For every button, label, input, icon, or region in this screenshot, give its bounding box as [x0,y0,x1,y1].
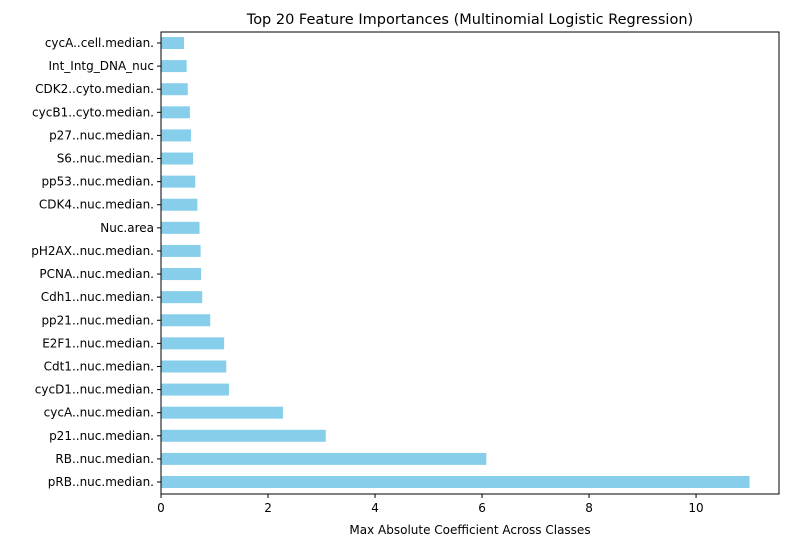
y-tick-label: cycA..nuc.median. [44,406,154,420]
y-tick-label: Int_Intg_DNA_nuc [48,59,154,73]
y-tick-label: Nuc.area [100,221,154,235]
y-tick-label: PCNA..nuc.median. [39,267,154,281]
y-tick-label: S6..nuc.median. [57,152,154,166]
x-tick-label: 8 [585,501,593,515]
x-axis-title: Max Absolute Coefficient Across Classes [349,523,590,537]
bar-pRB..nuc.median. [161,476,750,488]
bar-S6..nuc.median. [161,152,194,165]
bar-p27..nuc.median. [161,129,191,142]
y-tick-label: CDK4..nuc.median. [39,198,154,212]
chart-title: Top 20 Feature Importances (Multinomial … [246,12,693,28]
y-tick-label: cycA..cell.median. [45,36,154,50]
y-tick-label: pH2AX..nuc.median. [31,244,154,258]
x-axis-ticks: 0 2 4 6 8 10 [157,494,704,515]
y-tick-label: p27..nuc.median. [49,128,154,142]
x-tick-label: 4 [371,501,379,515]
bars-layer [161,37,750,488]
x-tick-label: 10 [688,501,703,515]
bar-pH2AX..nuc.median. [161,244,201,257]
bar-Cdt1..nuc.median. [161,360,227,373]
bar-CDK2..cyto.median. [161,83,188,96]
bar-p21..nuc.median. [161,429,326,442]
y-axis-ticks: cycA..cell.median. Int_Intg_DNA_nuc CDK2..… [31,36,161,489]
y-tick-label: CDK2..cyto.median. [35,82,154,96]
y-tick-label: cycB1..cyto.median. [32,105,154,119]
x-tick-label: 2 [264,501,272,515]
bar-pp21..nuc.median. [161,314,211,327]
bar-pp53..nuc.median. [161,175,196,188]
y-tick-label: cycD1..nuc.median. [35,383,154,397]
x-tick-label: 6 [478,501,486,515]
bar-RB..nuc.median. [161,452,487,465]
bar-cycD1..nuc.median. [161,383,229,396]
y-tick-label: E2F1..nuc.median. [42,336,154,350]
bar-E2F1..nuc.median. [161,337,225,350]
bar-cycA..cell.median. [161,37,185,49]
bar-cycB1..cyto.median. [161,106,190,119]
y-tick-label: RB..nuc.median. [55,452,154,466]
y-tick-label: pp53..nuc.median. [41,175,154,189]
y-tick-label: Cdt1..nuc.median. [44,359,154,373]
bar-PCNA..nuc.median. [161,268,202,281]
x-tick-label: 0 [157,501,165,515]
y-tick-label: Cdh1..nuc.median. [41,290,154,304]
y-tick-label: pp21..nuc.median. [41,313,154,327]
bar-CDK4..nuc.median. [161,198,198,211]
bar-cycA..nuc.median. [161,406,283,419]
y-tick-label: pRB..nuc.median. [48,475,154,489]
y-tick-label: p21..nuc.median. [49,429,154,443]
bar-Nuc.area [161,221,200,234]
plot-frame [160,31,780,495]
bar-Int_Intg_DNA_nuc [161,60,187,73]
bar-Cdh1..nuc.median. [161,291,203,304]
